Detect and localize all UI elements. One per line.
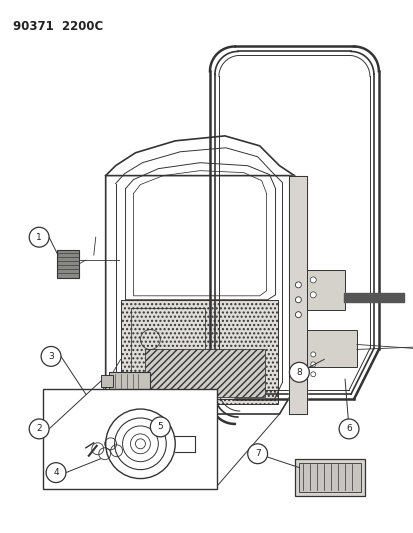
Circle shape [310, 372, 315, 377]
Circle shape [310, 352, 315, 357]
Bar [295, 459, 364, 496]
Text: 3: 3 [48, 352, 54, 361]
Bar [299, 463, 360, 492]
Circle shape [247, 444, 267, 464]
Circle shape [29, 227, 49, 247]
Polygon shape [120, 300, 277, 404]
Circle shape [150, 417, 170, 437]
Bar [100, 375, 112, 387]
Bar [108, 372, 150, 390]
Circle shape [295, 282, 301, 288]
Circle shape [338, 419, 358, 439]
Circle shape [46, 463, 66, 482]
Bar [306, 329, 356, 367]
Bar [43, 389, 216, 489]
Text: 1: 1 [36, 233, 42, 241]
Circle shape [295, 312, 301, 318]
Bar [57, 250, 78, 278]
Bar [145, 350, 264, 397]
Text: 7: 7 [254, 449, 260, 458]
Circle shape [295, 297, 301, 303]
Bar [130, 308, 204, 377]
Bar [306, 270, 344, 310]
Text: 2: 2 [36, 424, 42, 433]
Circle shape [289, 362, 309, 382]
Circle shape [310, 277, 316, 283]
Text: 4: 4 [53, 468, 59, 477]
Circle shape [310, 362, 315, 367]
Text: 6: 6 [345, 424, 351, 433]
Circle shape [29, 419, 49, 439]
Text: 5: 5 [157, 423, 163, 431]
Circle shape [41, 346, 61, 366]
Text: 90371  2200C: 90371 2200C [13, 20, 103, 33]
Text: 8: 8 [296, 368, 301, 377]
Circle shape [310, 292, 316, 298]
